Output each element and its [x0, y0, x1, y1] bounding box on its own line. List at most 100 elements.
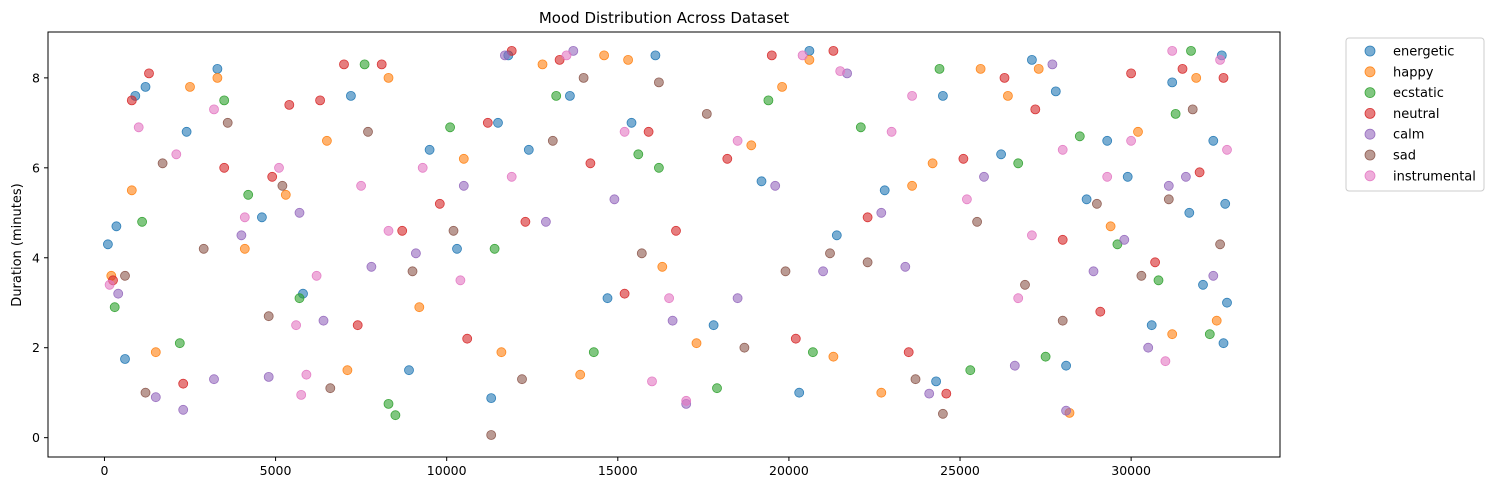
data-point: [1003, 91, 1013, 101]
data-point: [321, 135, 332, 146]
data-point: [756, 176, 767, 187]
data-point: [667, 315, 678, 326]
data-point: [1222, 144, 1232, 155]
data-point: [150, 347, 161, 358]
data-point: [1092, 198, 1102, 209]
data-point: [602, 293, 613, 304]
data-point: [209, 374, 219, 385]
data-point: [455, 275, 466, 286]
data-point: [671, 225, 681, 236]
data-point: [551, 91, 562, 101]
data-point: [790, 333, 801, 344]
data-point: [1167, 46, 1178, 56]
x-tick-label: 5000: [260, 463, 292, 478]
data-point: [496, 347, 507, 358]
data-point: [1160, 356, 1171, 367]
data-point: [181, 126, 192, 137]
data-point: [1222, 297, 1232, 308]
data-point: [722, 153, 733, 164]
data-point: [103, 239, 113, 250]
x-tick-label: 15000: [598, 463, 638, 478]
data-point: [654, 77, 664, 88]
data-point: [363, 126, 373, 137]
data-point: [626, 117, 637, 128]
data-point: [619, 288, 630, 299]
data-point: [1204, 329, 1215, 340]
data-point: [109, 302, 120, 313]
data-point: [975, 64, 986, 74]
data-point: [808, 347, 818, 358]
plot-frame: [47, 31, 1281, 458]
data-point: [267, 171, 278, 182]
data-point: [263, 371, 274, 382]
data-point: [900, 261, 911, 272]
data-point: [1061, 360, 1071, 371]
data-point: [222, 117, 233, 128]
data-point: [691, 338, 702, 349]
data-point: [1057, 144, 1068, 155]
data-point: [1119, 234, 1130, 245]
data-point: [1027, 55, 1037, 65]
data-point: [157, 158, 168, 169]
data-point: [243, 189, 254, 200]
data-point: [383, 225, 394, 236]
data-point: [938, 91, 948, 101]
data-point: [359, 59, 370, 70]
legend-marker: [1364, 66, 1376, 78]
data-point: [1211, 315, 1222, 326]
data-point: [178, 404, 189, 415]
data-point: [1013, 158, 1024, 169]
data-point: [239, 212, 250, 223]
legend-marker: [1364, 87, 1376, 98]
data-point: [445, 122, 456, 133]
data-point: [397, 225, 408, 236]
data-point: [1057, 234, 1068, 245]
data-point: [506, 171, 517, 182]
data-point: [140, 82, 151, 92]
data-point: [236, 230, 247, 241]
legend-marker: [1364, 149, 1376, 161]
data-point: [965, 365, 976, 376]
legend-marker: [1364, 170, 1376, 182]
data-point: [578, 73, 589, 83]
data-point: [910, 374, 921, 385]
data-point: [575, 369, 586, 380]
data-point: [126, 95, 137, 106]
data-point: [903, 347, 914, 358]
data-point: [643, 126, 654, 137]
data-point: [366, 261, 377, 272]
data-point: [284, 100, 295, 110]
data-point: [1153, 275, 1164, 286]
data-point: [339, 59, 349, 70]
data-point: [1040, 351, 1051, 362]
data-point: [1163, 180, 1174, 191]
data-point: [599, 50, 609, 61]
data-point: [623, 55, 633, 65]
data-point: [1050, 86, 1061, 97]
data-point: [1186, 46, 1196, 56]
legend-label: ecstatic: [1393, 86, 1444, 101]
series-sad: [120, 73, 1225, 440]
data-point: [1167, 329, 1178, 340]
data-point: [907, 91, 917, 101]
data-point: [855, 122, 866, 133]
data-point: [1095, 306, 1106, 317]
data-point: [924, 388, 935, 399]
data-point: [144, 68, 154, 79]
legend-label: happy: [1393, 65, 1434, 80]
data-point: [1033, 64, 1044, 74]
data-point: [1194, 167, 1205, 178]
y-tick-label: 4: [32, 250, 40, 265]
data-point: [458, 180, 469, 191]
data-point: [972, 216, 982, 227]
data-point: [414, 302, 425, 313]
data-point: [1181, 171, 1191, 182]
data-point: [537, 59, 548, 70]
data-point: [1013, 293, 1024, 304]
data-point: [178, 378, 189, 389]
data-point: [681, 395, 692, 406]
y-tick-label: 8: [32, 70, 40, 85]
data-point: [133, 122, 144, 133]
series-neutral: [108, 46, 1229, 399]
